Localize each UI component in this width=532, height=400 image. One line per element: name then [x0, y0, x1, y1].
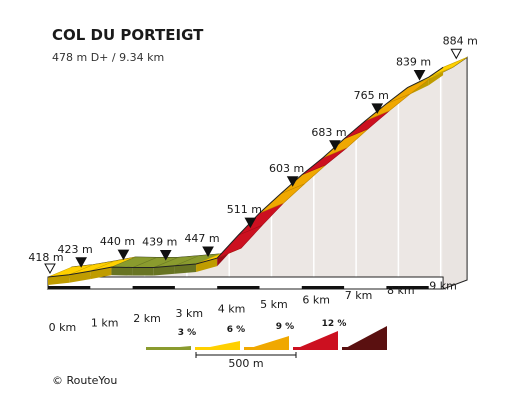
profile-front-area: [48, 67, 444, 289]
end-elevation-label: 884 m: [443, 34, 478, 47]
elevation-marker-label: 439 m: [142, 236, 177, 249]
elevation-marker-label: 839 m: [396, 56, 431, 69]
elevation-marker-label: 440 m: [100, 235, 135, 248]
elevation-marker-label: 511 m: [227, 203, 262, 216]
elevation-marker-label: 423 m: [58, 243, 93, 256]
profile-grade-top: [47, 57, 468, 278]
legend-label: 3 %: [178, 328, 196, 338]
legend-label: 6 %: [227, 325, 245, 335]
km-tick-label: 2 km: [133, 312, 161, 325]
scale-bar-label: 500 m: [228, 357, 263, 370]
chart-subtitle: 478 m D+ / 9.34 km: [52, 51, 164, 64]
km-tick-label: 9 km: [429, 280, 457, 293]
elevation-marker-label: 603 m: [269, 162, 304, 175]
start-elevation-label: 418 m: [28, 251, 63, 264]
profile-segment-front: [196, 258, 218, 272]
elevation-marker-label: 683 m: [311, 126, 346, 139]
elevation-marker-triangle: [117, 249, 130, 261]
elevation-marker-label: 447 m: [184, 232, 219, 245]
profile-base: [46, 56, 468, 290]
legend-swatch-bar: [195, 347, 240, 350]
profile-segment-front: [48, 274, 70, 285]
base-km-band: [217, 286, 260, 289]
base-km-band: [301, 286, 345, 289]
base-km-band: [48, 286, 91, 289]
elevation-marker-triangle: [202, 246, 214, 257]
chart-title: COL DU PORTEIGT: [52, 26, 204, 44]
profile-segment-front: [153, 265, 175, 276]
grade-legend: 3 % 6 % 9 % 12 % 500 m: [146, 319, 387, 370]
copyright-text: © RouteYou: [52, 374, 117, 387]
profile-segment-front: [132, 267, 154, 276]
profile-segment-front: [111, 267, 133, 276]
elevation-marker-triangle: [413, 70, 426, 81]
legend-swatch-bar: [293, 347, 338, 350]
km-tick-label: 7 km: [345, 289, 373, 302]
elevation-marker-triangle: [371, 103, 384, 114]
elevation-marker-triangle: [286, 176, 299, 187]
elevation-marker-triangle: [244, 217, 257, 229]
legend-label: 12 %: [322, 319, 347, 329]
end-marker-triangle: [450, 48, 463, 60]
km-tick-label: 0 km: [49, 321, 77, 334]
km-tick-label: 1 km: [91, 316, 119, 329]
elevation-marker-triangle: [159, 250, 172, 261]
km-tick-label: 8 km: [387, 284, 415, 297]
profile-segment-front: [174, 263, 197, 274]
elevation-marker-triangle: [75, 257, 87, 268]
km-tick-label: 6 km: [302, 293, 330, 306]
legend-swatch: [342, 326, 387, 350]
km-tick-labels: 0 km 1 km 2 km 3 km 4 km 5 km 6 km 7 km 8 km 9 km: [49, 280, 457, 334]
legend-swatch-bar: [244, 347, 289, 350]
legend-label: 9 %: [276, 322, 294, 332]
km-tick-label: 3 km: [176, 307, 204, 320]
base-km-band: [132, 286, 175, 289]
profile-segment-front: [90, 267, 112, 280]
km-tick-label: 5 km: [260, 298, 288, 311]
legend-swatch-bar: [342, 347, 387, 350]
elevation-marker-label: 765 m: [354, 89, 389, 102]
start-marker-triangle: [44, 263, 56, 275]
elevation-marker-triangle: [329, 140, 341, 151]
base-km-band: [386, 286, 429, 289]
legend-swatch: [293, 331, 338, 350]
km-tick-label: 4 km: [218, 303, 246, 316]
legend-swatch: [244, 336, 289, 350]
elevation-markers: 423 m 440 m 439 m 447 m 511 m 603 m 683 m 765 m…: [28, 34, 478, 275]
legend-swatch-bar: [146, 347, 191, 350]
